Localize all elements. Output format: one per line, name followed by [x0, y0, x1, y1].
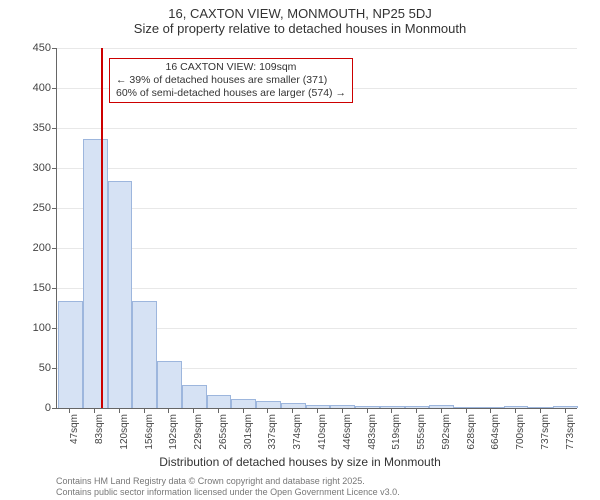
- histogram-bar: [157, 361, 182, 408]
- gridline: [57, 248, 577, 249]
- xtick-label: 374sqm: [292, 414, 294, 450]
- xtick-label: 192sqm: [168, 414, 170, 450]
- xtick-label: 446sqm: [342, 414, 344, 450]
- xtick-mark: [466, 408, 467, 413]
- title-subtitle: Size of property relative to detached ho…: [0, 21, 600, 36]
- xtick-label: 628sqm: [466, 414, 468, 450]
- xtick-mark: [94, 408, 95, 413]
- histogram-bar: [132, 301, 157, 408]
- title-address: 16, CAXTON VIEW, MONMOUTH, NP25 5DJ: [0, 6, 600, 21]
- xtick-label: 156sqm: [144, 414, 146, 450]
- xtick-mark: [144, 408, 145, 413]
- gridline: [57, 128, 577, 129]
- x-axis-label: Distribution of detached houses by size …: [0, 455, 600, 469]
- histogram-bar: [58, 301, 83, 408]
- xtick-mark: [218, 408, 219, 413]
- ytick-label: 400: [11, 82, 51, 94]
- ytick-mark: [52, 368, 57, 369]
- footer-line1: Contains HM Land Registry data © Crown c…: [56, 476, 400, 487]
- ytick-mark: [52, 248, 57, 249]
- xtick-label: 483sqm: [367, 414, 369, 450]
- ytick-mark: [52, 168, 57, 169]
- histogram-bar: [108, 181, 133, 408]
- footer-line2: Contains public sector information licen…: [56, 487, 400, 498]
- ytick-label: 100: [11, 322, 51, 334]
- xtick-mark: [168, 408, 169, 413]
- footer-attribution: Contains HM Land Registry data © Crown c…: [56, 476, 400, 498]
- ytick-label: 150: [11, 282, 51, 294]
- histogram-bar: [256, 401, 281, 408]
- histogram-bar: [231, 399, 256, 408]
- ytick-label: 200: [11, 242, 51, 254]
- gridline: [57, 168, 577, 169]
- ytick-mark: [52, 208, 57, 209]
- xtick-mark: [292, 408, 293, 413]
- xtick-mark: [490, 408, 491, 413]
- ytick-label: 0: [11, 402, 51, 414]
- ytick-mark: [52, 88, 57, 89]
- xtick-mark: [317, 408, 318, 413]
- ytick-mark: [52, 128, 57, 129]
- xtick-label: 337sqm: [267, 414, 269, 450]
- xtick-label: 410sqm: [317, 414, 319, 450]
- xtick-label: 519sqm: [391, 414, 393, 450]
- ytick-label: 450: [11, 42, 51, 54]
- ytick-mark: [52, 408, 57, 409]
- ytick-label: 50: [11, 362, 51, 374]
- xtick-label: 120sqm: [119, 414, 121, 450]
- chart-container: 16, CAXTON VIEW, MONMOUTH, NP25 5DJ Size…: [0, 0, 600, 500]
- xtick-label: 592sqm: [441, 414, 443, 450]
- xtick-mark: [69, 408, 70, 413]
- ytick-mark: [52, 48, 57, 49]
- xtick-mark: [416, 408, 417, 413]
- xtick-mark: [193, 408, 194, 413]
- xtick-label: 229sqm: [193, 414, 195, 450]
- xtick-mark: [243, 408, 244, 413]
- xtick-mark: [119, 408, 120, 413]
- xtick-label: 773sqm: [565, 414, 567, 450]
- xtick-mark: [342, 408, 343, 413]
- xtick-mark: [267, 408, 268, 413]
- annotation-box: 16 CAXTON VIEW: 109sqm← 39% of detached …: [109, 58, 353, 103]
- xtick-label: 47sqm: [69, 414, 71, 444]
- xtick-label: 265sqm: [218, 414, 220, 450]
- xtick-label: 83sqm: [94, 414, 96, 444]
- ytick-mark: [52, 288, 57, 289]
- gridline: [57, 48, 577, 49]
- annotation-line: ← 39% of detached houses are smaller (37…: [116, 74, 346, 87]
- gridline: [57, 208, 577, 209]
- xtick-label: 555sqm: [416, 414, 418, 450]
- xtick-mark: [441, 408, 442, 413]
- annotation-line: 60% of semi-detached houses are larger (…: [116, 87, 346, 100]
- annotation-line: 16 CAXTON VIEW: 109sqm: [116, 61, 346, 74]
- ytick-label: 350: [11, 122, 51, 134]
- xtick-mark: [540, 408, 541, 413]
- xtick-mark: [565, 408, 566, 413]
- ytick-label: 300: [11, 162, 51, 174]
- plot-region: 05010015020025030035040045047sqm83sqm120…: [56, 48, 577, 409]
- xtick-label: 700sqm: [515, 414, 517, 450]
- histogram-bar: [207, 395, 232, 408]
- title-block: 16, CAXTON VIEW, MONMOUTH, NP25 5DJ Size…: [0, 0, 600, 36]
- xtick-mark: [515, 408, 516, 413]
- xtick-mark: [367, 408, 368, 413]
- ytick-mark: [52, 328, 57, 329]
- xtick-label: 664sqm: [490, 414, 492, 450]
- chart-area: 05010015020025030035040045047sqm83sqm120…: [56, 48, 576, 408]
- ytick-label: 250: [11, 202, 51, 214]
- gridline: [57, 288, 577, 289]
- xtick-label: 301sqm: [243, 414, 245, 450]
- property-marker-line: [101, 48, 103, 408]
- histogram-bar: [182, 385, 207, 408]
- xtick-label: 737sqm: [540, 414, 542, 450]
- xtick-mark: [391, 408, 392, 413]
- histogram-bar: [83, 139, 108, 408]
